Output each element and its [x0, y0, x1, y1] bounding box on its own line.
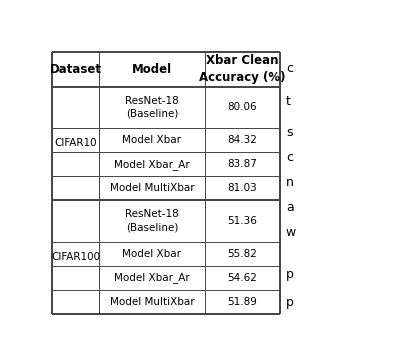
- Text: 51.89: 51.89: [227, 297, 257, 307]
- Text: CIFAR100: CIFAR100: [51, 252, 100, 262]
- Text: Model MultiXbar: Model MultiXbar: [110, 183, 194, 193]
- Text: Model Xbar_Ar: Model Xbar_Ar: [114, 159, 190, 169]
- Text: Model Xbar_Ar: Model Xbar_Ar: [114, 272, 190, 283]
- Text: 54.62: 54.62: [227, 273, 257, 283]
- Text: 81.03: 81.03: [227, 183, 257, 193]
- Text: c: c: [286, 62, 293, 75]
- Text: 51.36: 51.36: [227, 216, 257, 226]
- Text: s: s: [286, 126, 292, 139]
- Text: 83.87: 83.87: [227, 159, 257, 169]
- Text: 80.06: 80.06: [227, 102, 257, 112]
- Text: 84.32: 84.32: [227, 135, 257, 145]
- Text: w: w: [286, 227, 296, 240]
- Text: ResNet-18
(Baseline): ResNet-18 (Baseline): [125, 96, 179, 119]
- Text: p: p: [286, 268, 294, 281]
- Text: CIFAR10: CIFAR10: [54, 138, 97, 148]
- Text: Model MultiXbar: Model MultiXbar: [110, 297, 194, 307]
- Text: Model Xbar: Model Xbar: [122, 135, 181, 145]
- Text: a: a: [286, 201, 294, 214]
- Text: c: c: [286, 151, 293, 164]
- Text: n: n: [286, 176, 294, 189]
- Text: Model: Model: [132, 63, 172, 76]
- Text: t: t: [286, 96, 291, 109]
- Text: Dataset: Dataset: [50, 63, 102, 76]
- Text: ResNet-18
(Baseline): ResNet-18 (Baseline): [125, 209, 179, 232]
- Text: 55.82: 55.82: [227, 249, 257, 259]
- Text: p: p: [286, 296, 294, 309]
- Text: Xbar Clean
Accuracy (%): Xbar Clean Accuracy (%): [199, 54, 286, 84]
- Text: Model Xbar: Model Xbar: [122, 249, 181, 259]
